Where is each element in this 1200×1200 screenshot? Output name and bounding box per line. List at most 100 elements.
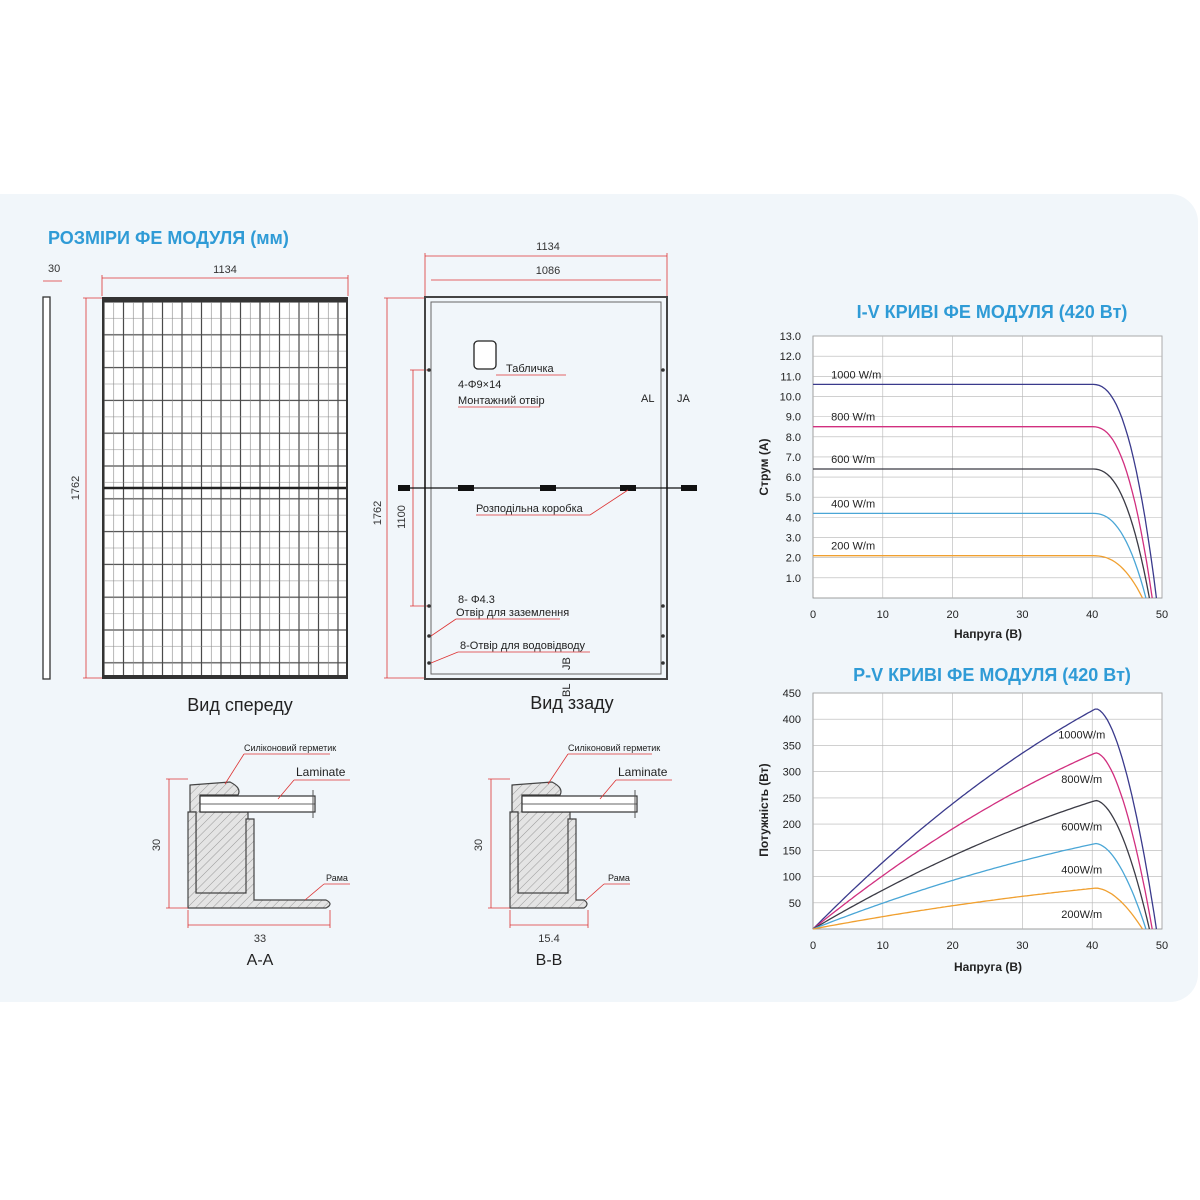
y-tick-label: 150: [783, 845, 801, 857]
front-view-caption: Вид спереду: [187, 695, 292, 715]
iv-series-line: [813, 468, 1151, 599]
back-view: 1134 1086 1762 1100 Табличка 4-Φ9×14 Мон…: [372, 241, 697, 713]
frame-label: Рама: [608, 873, 630, 883]
mounting-spec: 4-Φ9×14: [458, 379, 501, 391]
hole-spacing-label: 1100: [396, 505, 408, 529]
y-tick-label: 50: [789, 898, 801, 910]
y-tick-label: 13.0: [780, 331, 801, 343]
laminate-label: Laminate: [296, 765, 346, 779]
y-tick-label: 250: [783, 793, 801, 805]
back-width-inner: 1086: [536, 265, 560, 277]
sealant-label: Силіконовий герметик: [244, 743, 336, 753]
junction-box: [620, 485, 636, 491]
junction-box: [540, 485, 556, 491]
back-view-caption: Вид ззаду: [530, 693, 613, 713]
x-tick-label: 50: [1156, 609, 1168, 621]
y-tick-label: 12.0: [780, 351, 801, 363]
front-view: 30 1134 1762 Вид спереду: [42, 263, 349, 715]
back-width-outer: 1134: [536, 241, 560, 253]
y-tick-label: 100: [783, 872, 801, 884]
pv-series-line: [812, 708, 1158, 930]
y-tick-label: 5.0: [786, 492, 801, 504]
ground-spec: 8- Φ4.3: [458, 594, 495, 606]
iv-series-line: [813, 555, 1144, 599]
front-thickness-dim: 30: [48, 263, 60, 275]
pv-series-line: [812, 887, 1144, 930]
aa-height-label: 30: [151, 839, 163, 851]
y-tick-label: 3.0: [786, 533, 801, 545]
x-tick-label: 30: [1016, 940, 1028, 952]
x-tick-label: 10: [877, 940, 889, 952]
iv-series-line: [813, 512, 1147, 599]
pv-series-line: [812, 842, 1147, 930]
x-tick-label: 20: [946, 609, 958, 621]
pv-series-line: [812, 799, 1151, 930]
y-tick-label: 9.0: [786, 412, 801, 424]
module-side-profile: [42, 296, 51, 680]
pv-chart-title: P-V КРИВІ ФЕ МОДУЛЯ (420 Вт): [853, 665, 1131, 685]
pv-series-label: 600W/m: [1061, 822, 1102, 834]
connector: [681, 485, 697, 491]
bb-caption: B-B: [536, 952, 563, 969]
x-tick-label: 10: [877, 609, 889, 621]
y-tick-label: 2.0: [786, 553, 801, 565]
label-plate: [473, 340, 497, 370]
junction-box-label: Розподільна коробка: [476, 503, 584, 515]
iv-ylabel: Струм (А): [757, 438, 771, 495]
front-width-label: 1134: [213, 264, 237, 276]
mark-al: AL: [641, 393, 654, 405]
junction-box: [458, 485, 474, 491]
section-title: РОЗМІРИ ФЕ МОДУЛЯ (мм): [48, 228, 289, 248]
x-tick-label: 40: [1086, 940, 1098, 952]
pv-series-label: 1000W/m: [1058, 730, 1105, 742]
y-tick-label: 450: [783, 688, 801, 700]
frame-profile-lower: [187, 811, 331, 909]
pv-series-label: 800W/m: [1061, 774, 1102, 786]
pv-series-label: 400W/m: [1061, 865, 1102, 877]
laminate-label: Laminate: [618, 765, 668, 779]
iv-series-label: 800 W/m: [831, 412, 875, 424]
iv-series-label: 1000 W/m: [831, 369, 881, 381]
back-height-label: 1762: [372, 501, 384, 525]
drain-label: 8-Отвір для водовідводу: [460, 640, 586, 652]
connector: [398, 485, 410, 491]
mark-ja: JA: [677, 393, 691, 405]
frame-label: Рама: [326, 873, 348, 883]
section-aa: Силіконовий герметик Laminate Рама 30 33…: [151, 743, 350, 969]
x-tick-label: 20: [946, 940, 958, 952]
iv-series-label: 200 W/m: [831, 541, 875, 553]
pv-xlabel: Напруга (В): [954, 960, 1022, 974]
pv-series-label: 200W/m: [1061, 909, 1102, 921]
section-bb: Силіконовий герметик Laminate Рама 30 15…: [473, 743, 672, 969]
mark-bl: BL: [561, 684, 573, 697]
iv-chart-title: I-V КРИВІ ФЕ МОДУЛЯ (420 Вт): [857, 302, 1128, 322]
x-tick-label: 0: [810, 609, 816, 621]
y-tick-label: 400: [783, 714, 801, 726]
iv-series-label: 400 W/m: [831, 498, 875, 510]
mark-jb: JB: [561, 657, 573, 670]
aa-caption: A-A: [247, 952, 274, 969]
x-tick-label: 40: [1086, 609, 1098, 621]
front-height-label: 1762: [70, 476, 82, 500]
pv-series-line: [812, 752, 1153, 930]
label-plate-text: Табличка: [506, 363, 554, 375]
y-tick-label: 10.0: [780, 391, 801, 403]
x-tick-label: 30: [1016, 609, 1028, 621]
ground-label: Отвір для заземлення: [456, 607, 569, 619]
y-tick-label: 350: [783, 740, 801, 752]
iv-xlabel: Напруга (В): [954, 627, 1022, 641]
y-tick-label: 8.0: [786, 432, 801, 444]
bb-height-label: 30: [473, 839, 485, 851]
pv-ylabel: Потужність (Вт): [757, 763, 771, 856]
y-tick-label: 1.0: [786, 573, 801, 585]
aa-width-label: 33: [254, 933, 266, 945]
bb-width-label: 15.4: [538, 933, 559, 945]
iv-series-line: [813, 426, 1153, 599]
iv-series-label: 600 W/m: [831, 454, 875, 466]
iv-series-line: [813, 383, 1158, 599]
x-tick-label: 50: [1156, 940, 1168, 952]
sealant-label: Силіконовий герметик: [568, 743, 660, 753]
mounting-label: Монтажний отвір: [458, 395, 545, 407]
iv-chart: I-V КРИВІ ФЕ МОДУЛЯ (420 Вт) 1.0 2.0 3.0 4.…: [757, 302, 1168, 641]
